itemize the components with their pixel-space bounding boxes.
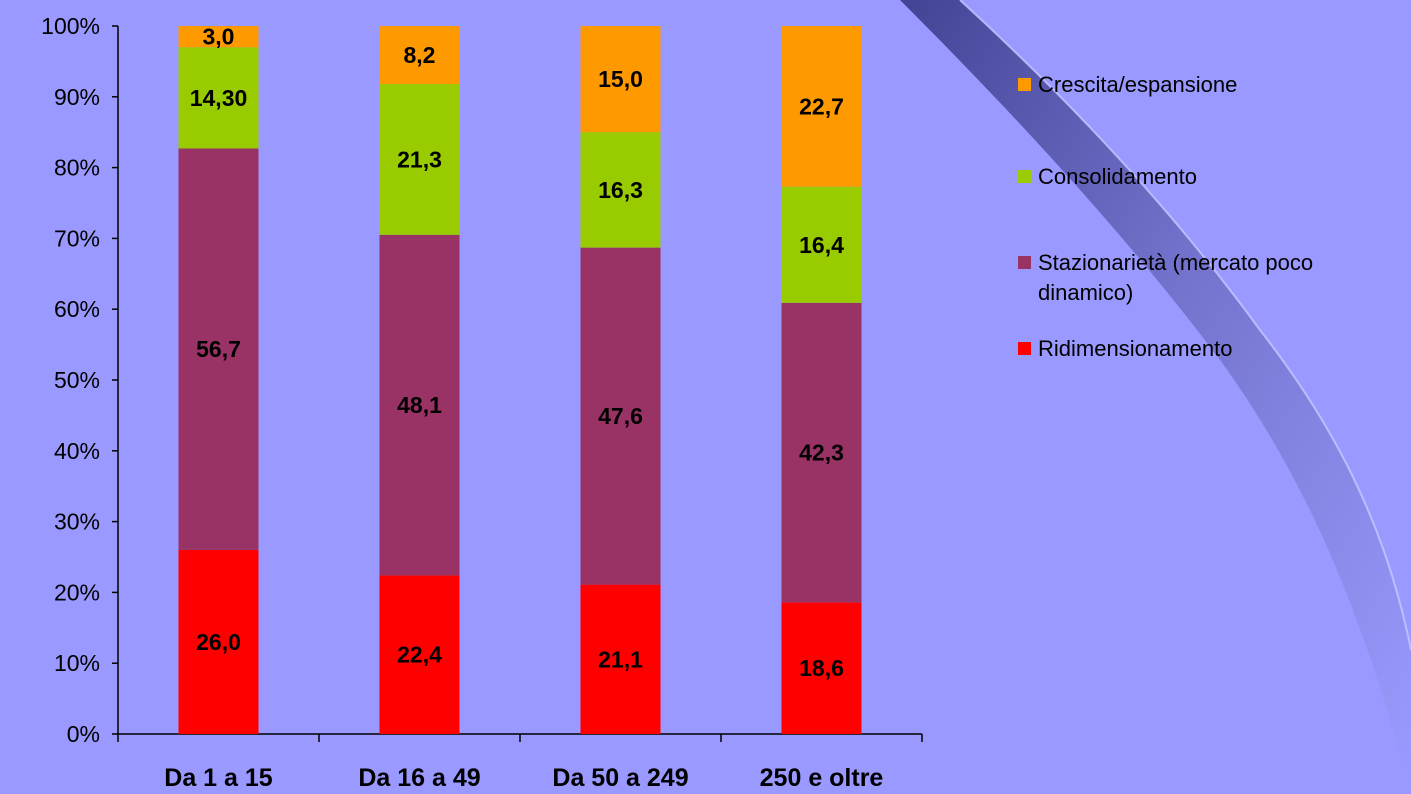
legend-label: Consolidamento [1038,164,1197,189]
data-label: 3,0 [203,24,235,50]
data-label: 8,2 [404,42,436,68]
y-tick-label: 40% [54,438,100,464]
x-category-label: Da 16 a 49 [358,764,480,792]
x-category-label: Da 50 a 249 [552,764,688,792]
bar-segment [580,132,661,248]
y-tick-label: 10% [54,650,100,676]
x-category-label: Da 1 a 15 [164,764,273,792]
bar-segment [379,234,460,576]
bar-segment [379,26,460,85]
bar-segment [781,602,862,734]
bar-segment [178,148,259,550]
legend-label: Crescita/espansione [1038,72,1237,97]
data-label: 15,0 [598,66,643,92]
data-label: 47,6 [598,403,643,429]
data-label: 42,3 [799,440,844,466]
bar-segment [178,549,259,734]
data-label: 16,4 [799,232,844,258]
legend: Crescita/espansione Consolidamento Stazion… [1018,72,1313,361]
legend-swatch [1018,78,1031,91]
y-tick-label: 60% [54,296,100,322]
y-tick-label: 0% [67,721,100,747]
bar-segment [580,26,661,133]
bar-segment [178,47,259,149]
bar-segment [379,575,460,734]
data-label: 21,3 [397,146,442,172]
bar-segment [781,302,862,603]
legend-swatch [1018,342,1031,355]
data-label: 21,1 [598,646,643,672]
legend-label: Ridimensionamento [1038,336,1232,361]
legend-label: dinamico) [1038,280,1133,305]
bar-segment [580,247,661,585]
data-label: 56,7 [196,336,241,362]
data-label: 18,6 [799,655,844,681]
bar-segment [379,84,460,235]
y-tick-label: 30% [54,509,100,535]
data-label: 26,0 [196,629,241,655]
legend-label: Stazionarietà (mercato poco [1038,250,1313,275]
data-label: 14,30 [190,85,248,111]
bar-segment [781,26,862,187]
data-label: 22,7 [799,93,844,119]
x-category-label: 250 e oltre [760,764,884,792]
plot-area: 0% 10% 20% 30% 40% 50% 60% 70% 80% 90% 100% 26,0 56,… [41,13,923,792]
legend-swatch [1018,170,1031,183]
data-label: 48,1 [397,392,442,418]
bar-segment [781,186,862,303]
legend-swatch [1018,256,1031,269]
bar-segment [178,26,259,48]
bar-segment [580,584,661,734]
y-tick-label: 100% [41,13,100,39]
y-tick-label: 90% [54,84,100,110]
y-tick-label: 50% [54,367,100,393]
background-swoosh [900,0,1411,794]
y-tick-label: 80% [54,155,100,181]
y-tick-label: 70% [54,225,100,251]
y-tick-label: 20% [54,579,100,605]
background-swoosh-highlight [959,0,1411,651]
data-label: 22,4 [397,642,442,668]
data-label: 16,3 [598,177,643,203]
